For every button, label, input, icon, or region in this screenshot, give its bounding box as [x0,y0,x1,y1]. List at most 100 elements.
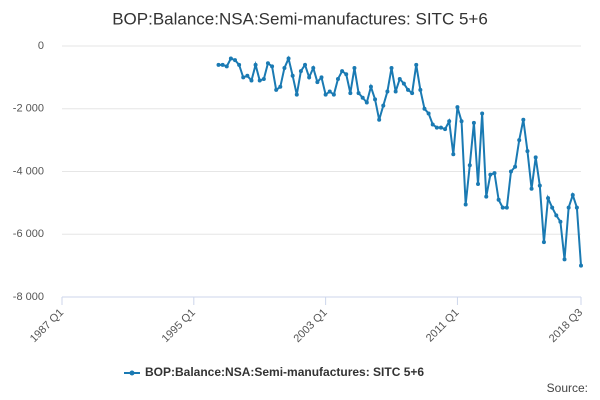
data-point [406,87,410,92]
data-point [311,65,316,70]
data-point [418,87,423,92]
legend-marker [129,370,135,376]
x-tick-label: 1987 Q1 [28,307,66,345]
data-point [356,91,361,96]
data-point [228,56,233,61]
data-point [274,87,279,92]
data-point [348,91,353,96]
y-tick-label: -8 000 [13,291,44,303]
x-tick-label: 2003 Q1 [291,307,329,345]
data-point [360,95,365,100]
data-point [414,62,419,67]
data-point [319,75,324,80]
data-point [558,219,563,224]
data-point [525,149,530,154]
data-point [579,263,583,268]
data-point [546,196,551,201]
data-point [447,119,452,124]
data-point [216,62,221,67]
data-point [455,105,460,110]
data-point [541,240,546,245]
x-tick-label: 1995 Q1 [160,307,198,345]
data-point [303,62,308,67]
data-point [331,92,336,97]
data-point [566,205,571,210]
data-point [352,65,357,70]
data-point [397,76,402,81]
data-point [443,127,448,132]
x-tick-label: 2018 Q3 [547,307,585,345]
data-point [340,69,345,74]
data-point [249,78,254,83]
data-point [393,89,398,94]
y-tick-label: -2 000 [13,103,44,115]
data-point [335,76,340,81]
data-point [430,122,435,127]
data-point [521,117,526,122]
data-point [550,205,555,210]
data-point [562,257,567,262]
data-point [467,163,472,168]
data-point [389,65,394,70]
data-point [484,194,489,199]
data-point [294,92,299,97]
data-point [401,81,406,86]
data-point [381,103,386,108]
data-point [245,73,250,78]
data-point [459,119,464,124]
data-point [368,84,373,89]
data-point [344,72,349,77]
data-point [492,171,497,176]
data-point [529,186,534,191]
data-point [220,62,225,67]
data-point [278,84,283,89]
data-point [385,89,390,94]
data-point [286,56,291,61]
data-point [574,205,579,210]
data-point [496,197,501,202]
data-point [265,61,270,66]
data-point [517,138,522,143]
data-point [298,69,303,74]
data-point [327,89,332,94]
source-label: Source: [547,381,588,395]
data-point [480,111,485,116]
data-point [434,125,439,130]
data-point [500,205,505,210]
chart-title: BOP:Balance:NSA:Semi-manufactures: SITC … [112,9,488,28]
data-point [282,65,287,70]
data-point [253,62,258,67]
data-point [224,64,229,69]
data-point [426,111,431,116]
x-tick-label: 2011 Q1 [424,307,462,345]
y-tick-label: -6 000 [13,228,44,240]
data-point [463,202,468,207]
data-point [533,155,538,160]
data-point [451,152,456,157]
data-point [257,78,262,83]
data-point [270,64,275,69]
data-point [364,100,369,105]
data-point [570,193,575,198]
data-point [422,106,427,111]
data-point [410,91,415,96]
data-point [377,117,382,122]
data-point [290,73,295,78]
data-point [241,75,246,80]
data-point [438,125,443,130]
data-point [323,92,328,97]
data-point [471,120,476,125]
data-point [504,205,509,210]
data-point [537,183,542,188]
data-point [233,58,237,63]
data-point [237,62,242,67]
data-point [513,164,518,169]
data-point [315,80,320,85]
y-tick-label: 0 [38,40,44,52]
data-point [488,172,493,177]
data-point [508,169,513,174]
data-point [476,182,481,187]
y-tick-label: -4 000 [13,165,44,177]
legend-label: BOP:Balance:NSA:Semi-manufactures: SITC … [145,365,424,379]
